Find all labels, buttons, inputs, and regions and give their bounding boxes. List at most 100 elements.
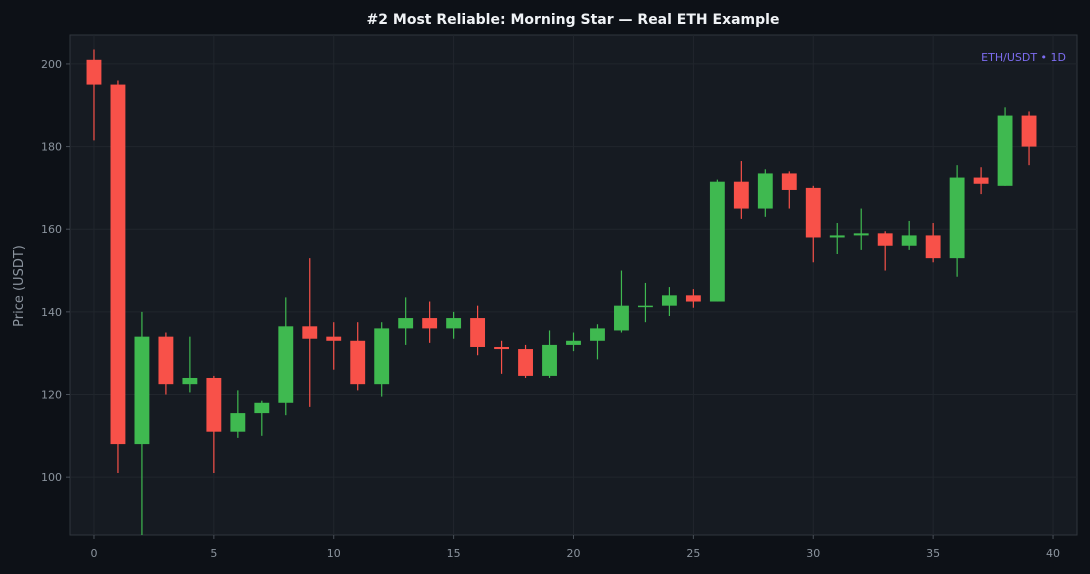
candle [949,165,965,277]
candle-body [134,336,150,445]
candle [877,231,893,271]
candle-body [278,326,294,403]
candle-body [542,344,557,376]
candle [661,287,677,316]
candle-body [877,233,893,246]
candle-body [518,349,533,376]
candle-body [590,328,605,341]
candle [374,322,390,397]
candle-body [733,181,749,209]
candle-body [302,326,318,339]
candle-body [374,328,390,385]
candle-body [709,181,725,302]
candle [182,336,198,393]
y-tick-label: 180 [41,141,62,154]
candle-body [566,340,581,345]
candle [278,297,294,416]
candle [254,400,270,436]
candle-body [494,346,510,350]
candle-body [230,413,246,432]
candle [542,330,557,378]
candle [302,258,318,407]
y-tick-label: 200 [41,58,62,71]
candle [901,220,917,250]
candle [494,340,510,374]
candle [829,223,845,255]
candle [733,161,749,219]
y-tick-label: 160 [41,223,62,236]
candle-body [182,377,198,385]
x-tick-label: 10 [327,547,341,560]
candle [1021,111,1037,166]
candle [158,332,174,395]
candle-body [1021,115,1037,147]
y-tick-label: 100 [41,471,62,484]
candle-body [901,235,917,246]
symbol-label: ETH/USDT • 1D [981,51,1066,64]
x-tick-label: 40 [1046,547,1060,560]
candle-body [326,336,342,341]
candle [757,169,773,217]
candle [422,301,438,343]
y-axis-label: Price (USDT) [12,245,27,327]
candle [446,311,462,339]
candle [230,390,246,438]
candle-body [805,187,821,238]
candle [709,179,725,302]
candle [805,185,821,263]
candle-body [781,173,797,190]
candle [518,344,533,378]
axes: 100 120 140 160 180 200 0 5 10 15 20 25 30 35 40 [41,58,1060,560]
candle-body [614,305,629,331]
chart-title: #2 Most Reliable: Morning Star — Real ET… [367,12,780,28]
candle-body [829,235,845,238]
candle [350,322,366,391]
candle-body [853,233,869,236]
candle [326,322,342,370]
x-tick-label: 20 [567,547,581,560]
candle [134,311,150,535]
candle-body [254,402,270,414]
candle [781,171,797,209]
candle [110,80,126,474]
candle-body [949,177,965,259]
candle-body [997,115,1013,186]
x-tick-label: 30 [806,547,820,560]
candle [997,107,1013,186]
candle-body [757,173,773,209]
candle [206,375,222,474]
candle [398,297,414,345]
candle-body [86,59,102,85]
x-tick-label: 25 [686,547,700,560]
candle-body [470,318,486,347]
candle [470,305,486,356]
candle-body [422,318,438,329]
y-tick-label: 120 [41,389,62,402]
candle-body [110,84,126,445]
candle-body [158,336,174,385]
x-tick-label: 0 [90,547,97,560]
candle-body [685,295,701,302]
candle-body [206,377,222,432]
candle [614,270,629,333]
candle-body [925,235,941,259]
candle-body [398,318,414,329]
candle-body [446,318,462,329]
candle-body [637,305,653,308]
candle-body [661,295,677,306]
candle [925,223,941,263]
candle [853,208,869,250]
candle [590,324,605,360]
candle [566,332,581,352]
candles [86,49,1037,535]
candle-body [350,340,366,385]
candle [637,282,653,323]
x-tick-label: 35 [926,547,940,560]
candle [973,167,989,195]
x-tick-label: 15 [447,547,461,560]
candle-body [973,177,989,184]
candle [685,289,701,308]
x-tick-label: 5 [210,547,217,560]
